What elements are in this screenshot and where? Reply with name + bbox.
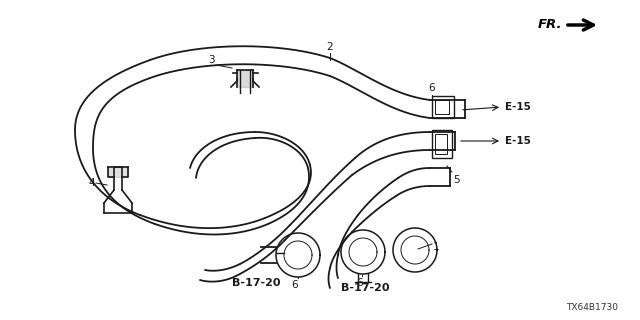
Text: 4: 4: [88, 178, 95, 188]
Text: 3: 3: [209, 55, 215, 65]
Text: 6: 6: [356, 278, 364, 288]
Text: 2: 2: [326, 42, 333, 52]
Text: FR.: FR.: [538, 19, 562, 31]
Text: 5: 5: [452, 175, 460, 185]
Text: B-17-20: B-17-20: [232, 278, 280, 288]
Bar: [432, 130, 452, 158]
Text: TX64B1730: TX64B1730: [566, 303, 618, 312]
Text: 6: 6: [292, 280, 298, 290]
Text: E-15: E-15: [505, 102, 531, 112]
Bar: [435, 134, 447, 154]
Text: 6: 6: [429, 83, 435, 93]
Text: 1: 1: [433, 242, 439, 252]
Text: E-15: E-15: [505, 136, 531, 146]
Text: B-17-20: B-17-20: [340, 283, 389, 293]
Bar: [435, 100, 449, 114]
Bar: [432, 96, 454, 118]
